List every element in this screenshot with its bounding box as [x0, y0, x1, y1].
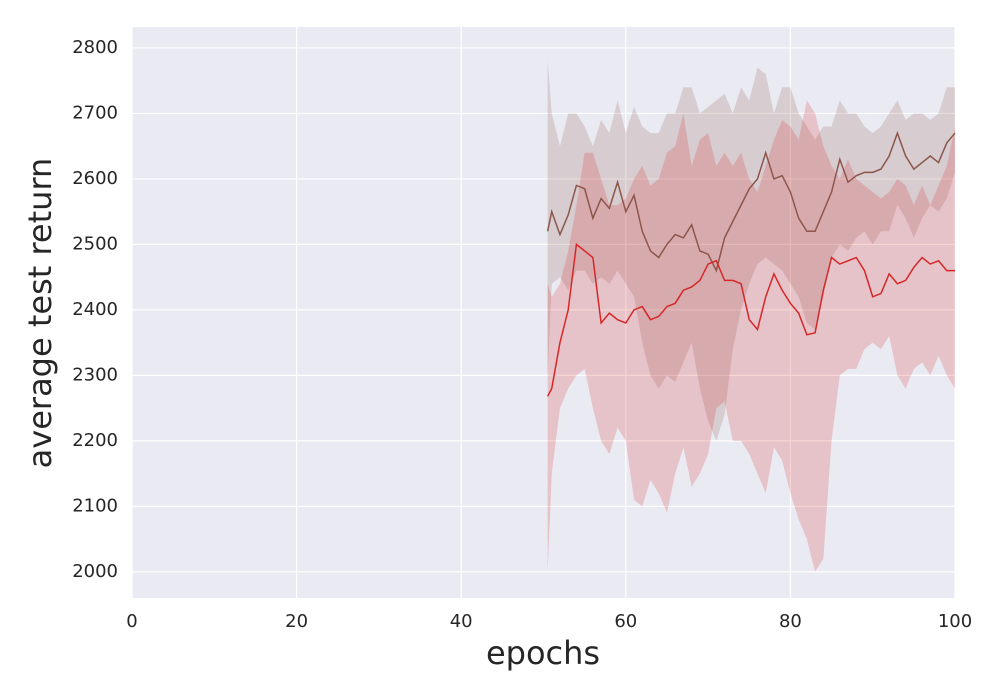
- y-tick-label: 2500: [72, 233, 118, 254]
- x-tick-label: 80: [779, 611, 802, 632]
- x-tick-label: 20: [285, 611, 308, 632]
- y-tick-label: 2000: [72, 561, 118, 582]
- y-tick-label: 2700: [72, 102, 118, 123]
- y-tick-label: 2600: [72, 168, 118, 189]
- y-axis-title: average test return: [21, 158, 59, 469]
- y-tick-label: 2800: [72, 37, 118, 58]
- y-tick-label: 2400: [72, 299, 118, 320]
- error-band: [547, 100, 955, 572]
- line: [546, 242, 955, 397]
- x-axis-title: epochs: [486, 634, 600, 672]
- y-tick-label: 2200: [72, 430, 118, 451]
- y-tick-label: 2100: [72, 495, 118, 516]
- plot-area: [132, 27, 955, 598]
- x-tick-label: 40: [450, 611, 473, 632]
- x-tick-label: 0: [126, 611, 137, 632]
- x-tick-label: 100: [938, 611, 972, 632]
- y-tick-label: 2300: [72, 364, 118, 385]
- x-tick-label: 60: [614, 611, 637, 632]
- error-band: [547, 61, 955, 441]
- line: [546, 130, 956, 273]
